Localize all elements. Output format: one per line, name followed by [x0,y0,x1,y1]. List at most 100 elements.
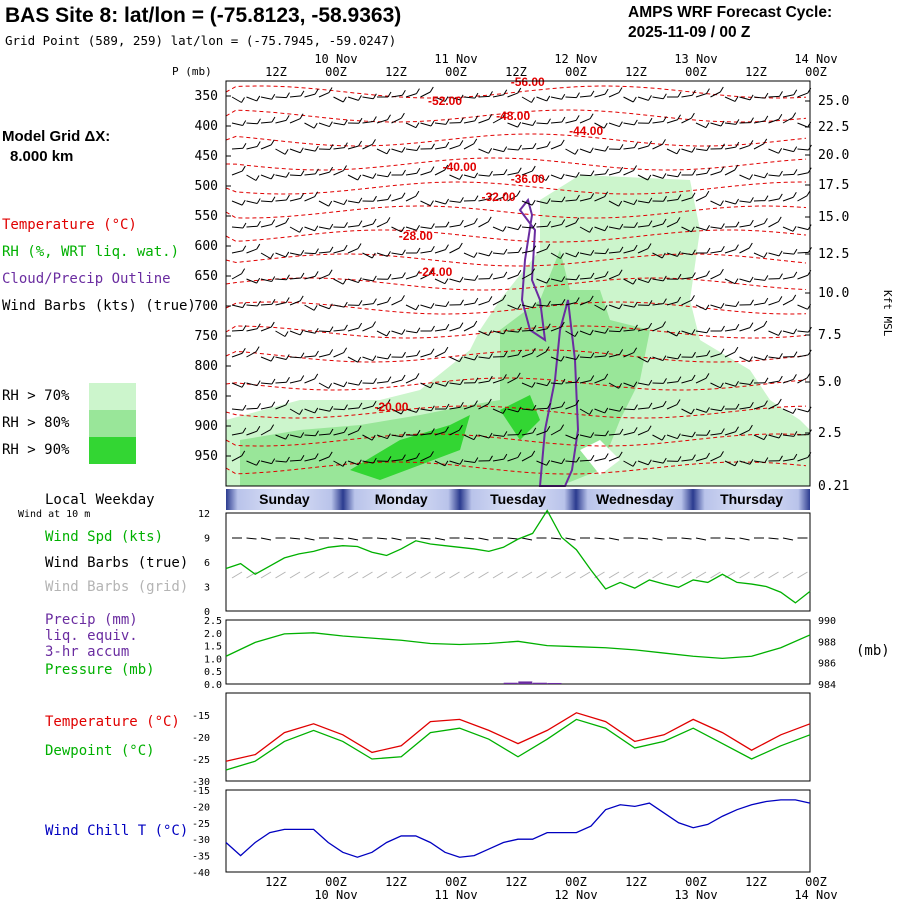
wind-barb [434,169,446,176]
wind-barb-feather [271,298,276,305]
wind-barb-feather [603,305,608,311]
wind-barb [507,172,519,176]
wind-barb [782,276,794,280]
wind-barb [565,434,576,440]
wind-barb [782,148,794,153]
wind-barb [362,356,374,362]
wind-barb-feather [619,246,624,253]
wind-barb [724,200,736,205]
wind-barb-feather [488,296,493,302]
wind-barb-feather [255,346,260,352]
temperature-contour [225,181,807,195]
wind-barb-feather [416,452,421,459]
wind-barb-feather [604,373,609,380]
wind-barb-feather [763,252,768,258]
grid-wind-barb [246,571,257,579]
wind-barb-feather [416,429,421,436]
wind-barb-feather [647,243,652,249]
wind-barb-feather [619,428,624,435]
wind-barb [768,198,780,202]
surface-wind-barb [391,537,402,541]
bottom-date-tick: 11 Nov [434,888,477,900]
wind-barb [594,408,605,414]
wind-barb [521,352,533,358]
surface-wind-barb [550,537,562,540]
grid-wind-barb [376,571,388,579]
wind-barb-feather [328,451,333,458]
wind-barb-feather [343,301,348,308]
wind-barb [565,330,576,337]
wind-barb [449,429,460,436]
wind-barb [463,143,474,150]
legend-temperature: Temperature (°C) [2,217,137,233]
wind-barb [623,147,635,150]
wind-barb-feather [677,91,682,98]
wind-barb-feather [300,375,305,381]
wind-barb-feather [242,325,247,331]
wind-barb [434,351,446,358]
wind-barb-feather [633,347,638,353]
wind-barb-feather [748,424,753,431]
wind-barb-feather [344,404,348,410]
wind-barb-feather [328,383,333,389]
wind-barb-feather [517,167,522,173]
wind-barb [681,330,693,335]
wind-barb-feather [647,174,652,181]
bottom-date-tick: 10 Nov [314,888,357,900]
wind-barb-feather [445,426,449,433]
wind-barb-feather [314,328,319,334]
wind-barb [362,434,373,441]
wind-barb-feather [618,87,623,93]
surface-wind-barb [260,537,272,541]
wind-barb [521,226,534,229]
wind-barb-feather [401,90,406,96]
wind-barb-feather [430,223,435,229]
rh80-area [240,250,650,486]
wind-barb-feather [749,219,754,226]
wind-barb-feather [546,323,551,329]
temperature-line [225,712,811,762]
wind-barb-feather [314,191,319,197]
height-tick-label: 12.5 [818,247,849,262]
wind-barb [405,354,417,358]
wind-barb [434,460,446,467]
wind-barb-feather [546,141,551,147]
wind-barb [681,94,693,98]
wind-barb [797,304,808,310]
wind-barb-feather [793,248,798,255]
wind-barb-feather [299,329,304,336]
wind-barb [797,195,808,202]
temperature-contour [225,301,807,315]
wind-barb-feather [793,431,798,437]
wind-barb-feather [677,353,682,360]
temperature-contour-label: -44.00 [569,124,603,138]
wind-barb-feather [459,174,463,180]
wind-barb [695,226,707,231]
wind-barb-feather [764,354,769,361]
wind-barb-feather [342,278,347,285]
wind-barb [289,330,301,336]
wind-barb-feather [474,354,479,361]
wind-barb-feather [633,381,638,388]
wind-barb-feather [415,190,420,197]
wind-barb-feather [459,402,464,408]
legend-rh90-swatch [89,437,136,464]
wind-barb-feather [445,198,450,205]
pressure-tick-label: 900 [195,419,218,434]
temperature-tick: -15 [192,711,210,722]
wind-barb [724,431,736,436]
wind-barb [550,278,562,282]
wind-barb-feather [778,353,783,359]
wind-barb [405,304,417,311]
pressure-tick-label: 800 [195,359,218,374]
wind-barb-feather [343,347,348,353]
wind-barb [463,434,475,441]
wind-barb [376,404,388,410]
wind-barb [405,195,417,202]
wind-barb-feather [372,218,377,225]
wind-barb-feather [314,373,319,380]
wind-barb-feather [517,349,522,356]
wind-barb [521,96,532,103]
bottom-date-tick: 14 Nov [794,888,837,900]
temperature-tick: -30 [192,777,210,788]
